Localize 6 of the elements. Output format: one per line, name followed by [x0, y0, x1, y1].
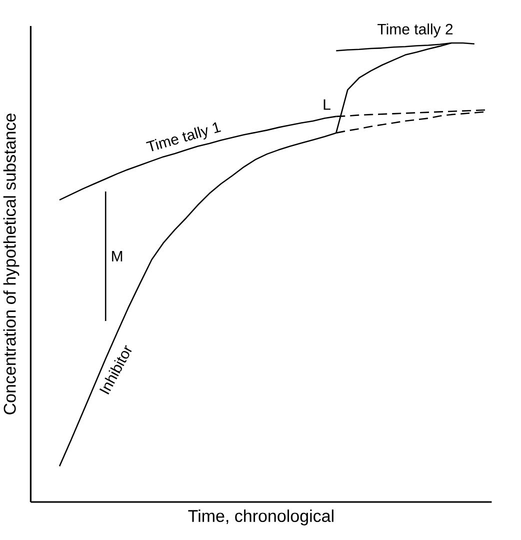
annotation: M	[112, 251, 122, 262]
x-axis-title: Time, chronological	[188, 510, 334, 526]
text: Time tally 1	[146, 122, 222, 152]
series-label: Time tally 2	[378, 23, 453, 38]
y-axis-title: Concentration of hypothetical substance	[4, 114, 20, 414]
series-label: L	[324, 99, 331, 110]
